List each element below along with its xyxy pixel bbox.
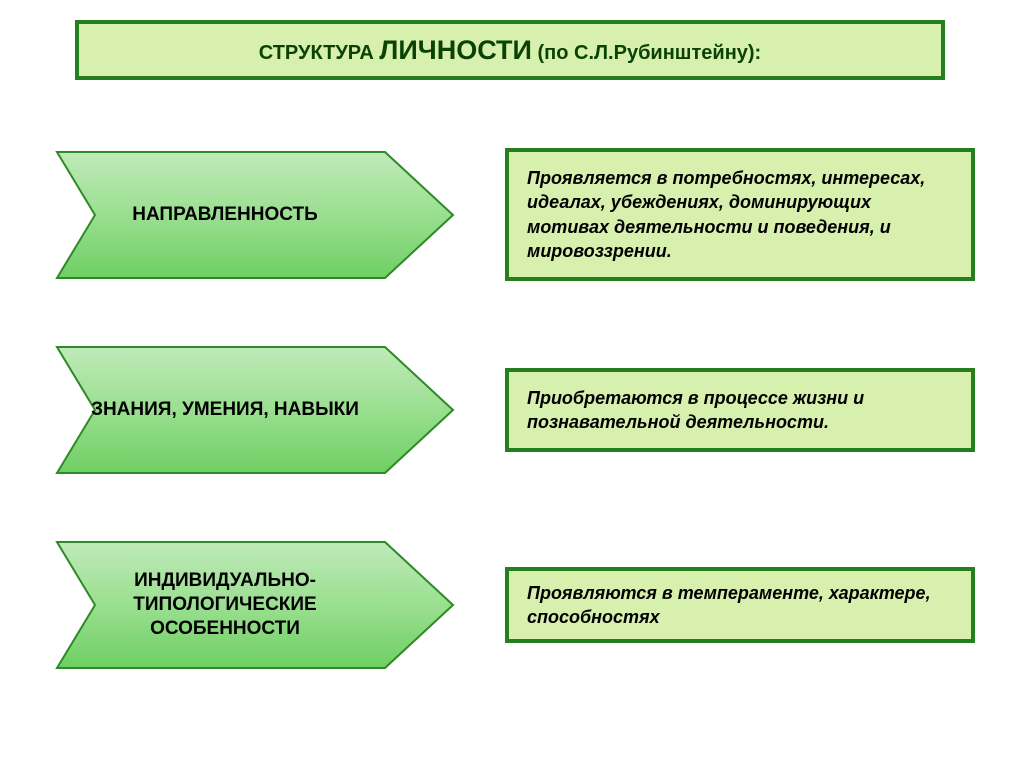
title-prefix: СТРУКТУРА [259,42,380,64]
arrow-label-1: НАПРАВЛЕННОСТЬ [55,150,395,280]
row-2: ЗНАНИЯ, УМЕНИЯ, НАВЫКИ Приобретаются в п… [55,345,975,475]
arrow-label-2: ЗНАНИЯ, УМЕНИЯ, НАВЫКИ [55,345,395,475]
title-box: СТРУКТУРА ЛИЧНОСТИ (по С.Л.Рубинштейну): [75,20,945,80]
row-1: НАПРАВЛЕННОСТЬ Проявляется в потребностя… [55,148,975,281]
description-box-3: Проявляются в темпераменте, характере, с… [505,567,975,644]
title-emphasis: ЛИЧНОСТИ [379,35,532,65]
title-suffix: (по С.Л.Рубинштейну): [532,42,761,64]
arrow-box-2: ЗНАНИЯ, УМЕНИЯ, НАВЫКИ [55,345,455,475]
description-box-1: Проявляется в потребностях, интересах, и… [505,148,975,281]
page-title: СТРУКТУРА ЛИЧНОСТИ (по С.Л.Рубинштейну): [259,35,761,66]
description-box-2: Приобретаются в процессе жизни и познава… [505,368,975,453]
arrow-label-3: ИНДИВИДУАЛЬНО-ТИПОЛОГИЧЕСКИЕ ОСОБЕННОСТИ [55,540,395,670]
arrow-box-3: ИНДИВИДУАЛЬНО-ТИПОЛОГИЧЕСКИЕ ОСОБЕННОСТИ [55,540,455,670]
row-3: ИНДИВИДУАЛЬНО-ТИПОЛОГИЧЕСКИЕ ОСОБЕННОСТИ… [55,540,975,670]
arrow-box-1: НАПРАВЛЕННОСТЬ [55,150,455,280]
